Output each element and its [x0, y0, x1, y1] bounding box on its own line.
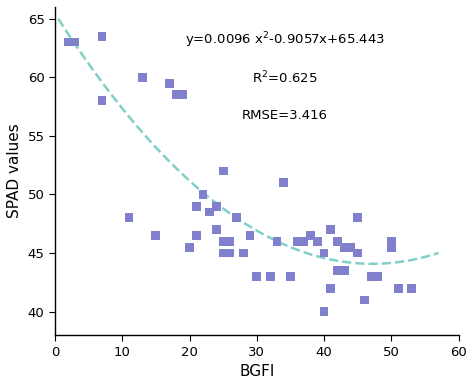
Point [394, 285, 402, 291]
Point [172, 92, 180, 98]
Point [334, 267, 341, 274]
Point [327, 285, 335, 291]
Point [293, 238, 301, 244]
Point [327, 227, 335, 233]
Point [219, 238, 227, 244]
Point [374, 273, 382, 279]
Point [186, 244, 193, 250]
Point [179, 92, 187, 98]
Point [388, 238, 395, 244]
Point [199, 191, 207, 198]
Point [125, 215, 133, 221]
Point [213, 227, 220, 233]
Point [192, 232, 200, 239]
Point [253, 273, 261, 279]
Point [340, 267, 348, 274]
Point [206, 209, 213, 215]
Point [273, 238, 281, 244]
Point [347, 244, 355, 250]
Point [239, 250, 247, 256]
Point [287, 273, 294, 279]
Point [334, 238, 341, 244]
Text: y=0.0096 x$^2$-0.9057x+65.443: y=0.0096 x$^2$-0.9057x+65.443 [185, 30, 385, 49]
Point [138, 74, 146, 80]
Point [152, 232, 160, 239]
Point [367, 273, 375, 279]
Point [246, 232, 254, 239]
Text: RMSE=3.416: RMSE=3.416 [242, 109, 328, 122]
Y-axis label: SPAD values: SPAD values [7, 124, 22, 218]
Point [354, 215, 362, 221]
Point [314, 238, 321, 244]
Point [98, 33, 106, 39]
Point [300, 238, 308, 244]
Point [266, 273, 274, 279]
Text: R$^2$=0.625: R$^2$=0.625 [252, 69, 318, 86]
Point [219, 250, 227, 256]
Point [71, 39, 79, 45]
Point [226, 238, 234, 244]
Point [307, 232, 314, 239]
Point [64, 39, 72, 45]
Point [192, 203, 200, 209]
Point [98, 98, 106, 104]
X-axis label: BGFI: BGFI [239, 364, 274, 379]
Point [213, 203, 220, 209]
Point [280, 179, 288, 186]
Point [233, 215, 240, 221]
Point [320, 250, 328, 256]
Point [340, 244, 348, 250]
Point [219, 168, 227, 174]
Point [388, 244, 395, 250]
Point [320, 308, 328, 315]
Point [226, 250, 234, 256]
Point [347, 244, 355, 250]
Point [408, 285, 415, 291]
Point [165, 80, 173, 86]
Point [361, 297, 368, 303]
Point [354, 250, 362, 256]
